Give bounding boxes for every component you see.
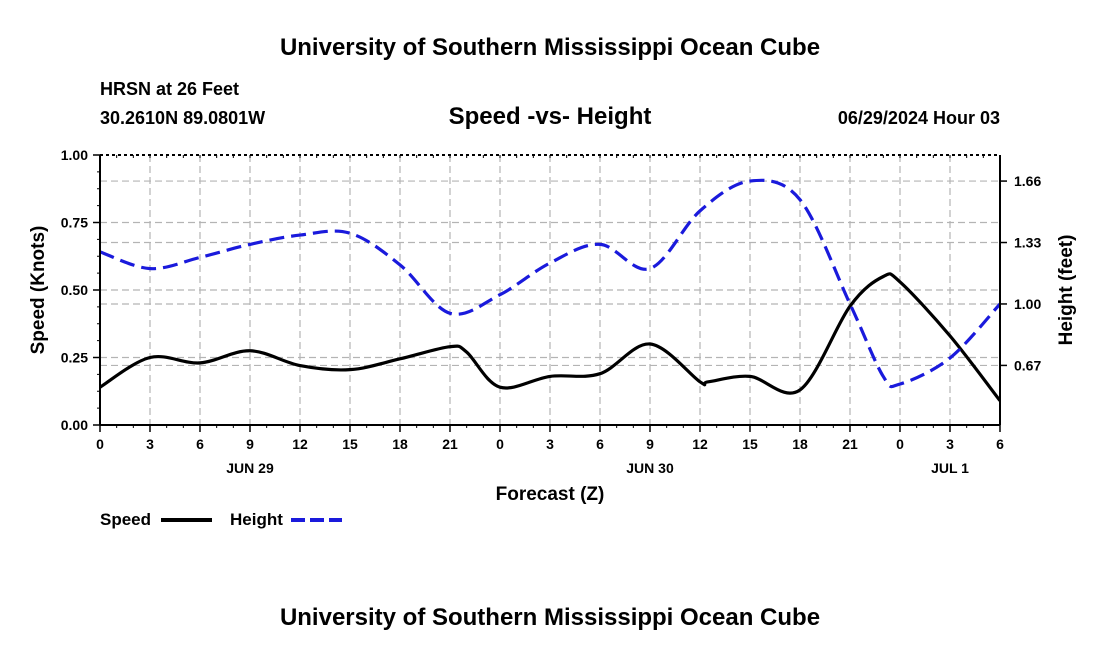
y2-tick-label: 1.33 [1014,235,1041,251]
y-tick-label: 1.00 [61,147,88,163]
station-label: HRSN at 26 Feet [100,79,239,99]
chart-axes: 0 3 6 9 12 15 18 21 0 3 6 9 12 15 18 21 0 3 6 JUN 29 JUN 30 J… [61,147,1042,476]
x-tick-label: 6 [596,436,604,452]
x-tick-label: 15 [342,436,358,452]
x-tick-label: 15 [742,436,758,452]
y2-tick-label: 1.00 [1014,296,1041,312]
x-tick-label: 6 [996,436,1004,452]
x-tick-label: 6 [196,436,204,452]
footer-title: University of Southern Mississippi Ocean… [280,604,820,631]
y-tick-label: 0.25 [61,350,88,366]
x-tick-label: 0 [496,436,504,452]
y2-tick-label: 1.66 [1014,173,1041,189]
date-label: JUN 29 [226,460,274,476]
x-tick-label: 18 [392,436,408,452]
x-axis-label: Forecast (Z) [496,484,605,505]
main-title: University of Southern Mississippi Ocean… [280,34,820,61]
forecast-datetime: 06/29/2024 Hour 03 [838,108,1000,128]
y2-tick-label: 0.67 [1014,357,1041,373]
y-axis-label: Speed (Knots) [28,226,49,355]
series-line-height [100,178,1000,389]
y-tick-label: 0.75 [61,215,88,231]
legend-label-height: Height [230,510,283,529]
x-tick-label: 0 [896,436,904,452]
x-tick-label: 12 [292,436,308,452]
legend-label-speed: Speed [100,510,151,529]
x-tick-label: 3 [146,436,154,452]
chart-legend: Speed Height [100,510,342,529]
x-tick-label: 0 [96,436,104,452]
x-tick-label: 9 [646,436,654,452]
y-tick-label: 0.50 [61,282,88,298]
y-tick-label: 0.00 [61,417,88,433]
series-line-speed [100,272,1000,402]
date-label: JUN 30 [626,460,674,476]
station-coords: 30.2610N 89.0801W [100,108,265,128]
x-tick-label: 21 [442,436,458,452]
x-tick-label: 21 [842,436,858,452]
x-tick-label: 12 [692,436,708,452]
x-tick-label: 3 [946,436,954,452]
x-tick-label: 18 [792,436,808,452]
chart-title: Speed -vs- Height [449,103,652,130]
x-tick-label: 9 [246,436,254,452]
date-label: JUL 1 [931,460,969,476]
y2-axis-label: Height (feet) [1056,235,1077,346]
x-tick-label: 3 [546,436,554,452]
series-layer [100,178,1000,402]
